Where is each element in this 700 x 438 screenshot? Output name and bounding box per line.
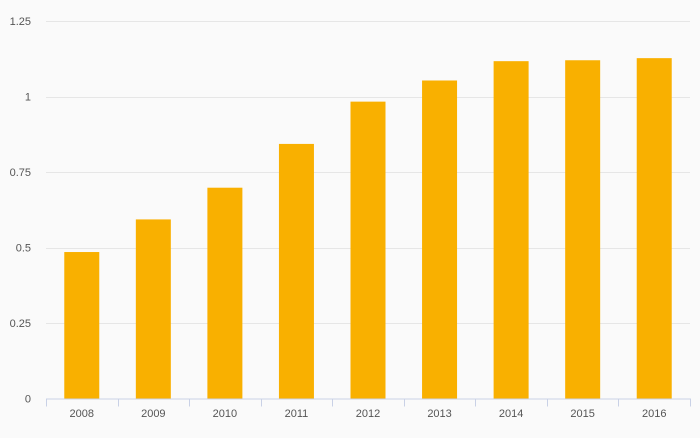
bar-2008 [64, 252, 100, 399]
x-tick-label: 2008 [70, 408, 94, 420]
bar-2010 [207, 187, 243, 399]
bar-2009 [135, 219, 171, 399]
bars [64, 58, 672, 399]
bar-2013 [422, 80, 458, 399]
y-tick-label: 0.5 [16, 243, 31, 255]
y-tick-label: 0 [25, 394, 31, 406]
x-tick-label: 2009 [141, 408, 165, 420]
x-tick-label: 2014 [499, 408, 523, 420]
y-tick-label: 0.75 [10, 167, 31, 179]
y-tick-label: 1.25 [10, 16, 31, 28]
x-tick-label: 2013 [427, 408, 451, 420]
x-tick-label: 2016 [642, 408, 666, 420]
bar-2016 [636, 58, 672, 399]
bar-2014 [493, 61, 529, 399]
y-tick-label: 0.25 [10, 318, 31, 330]
bar-2012 [350, 101, 386, 399]
x-axis [46, 398, 691, 407]
x-tick-label: 2012 [356, 408, 380, 420]
x-axis-tick-labels: 2008 2009 2010 2011 2012 2013 2014 2015 2016 [70, 408, 667, 420]
y-axis-tick-labels: 0 0.25 0.5 0.75 1 1.25 [10, 16, 31, 406]
x-tick-label: 2015 [570, 408, 594, 420]
bar-2015 [565, 60, 601, 399]
x-tick-label: 2011 [285, 408, 309, 420]
x-tick-label: 2010 [213, 408, 237, 420]
y-tick-label: 1 [25, 92, 31, 104]
bar-2011 [278, 143, 314, 399]
